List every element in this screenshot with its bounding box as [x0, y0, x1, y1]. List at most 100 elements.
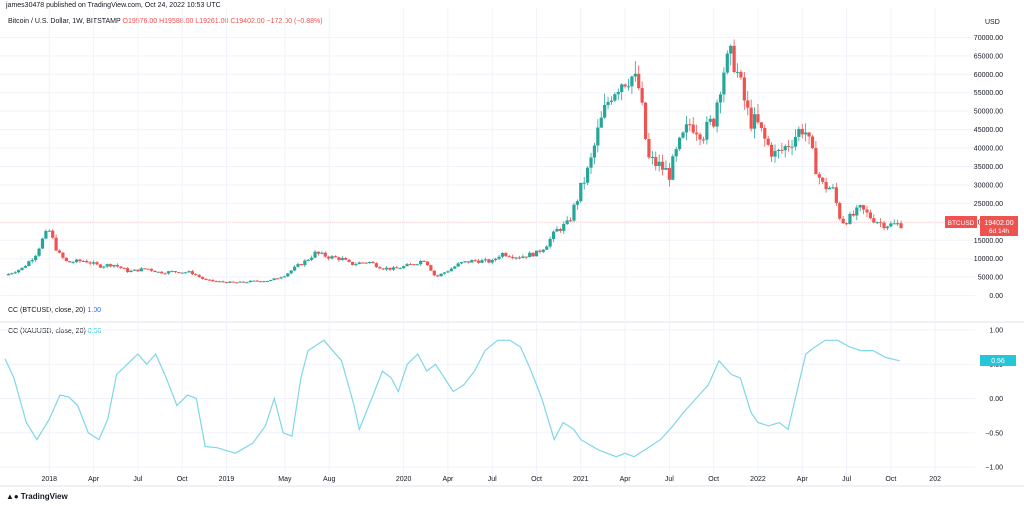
candle[interactable]: [378, 266, 382, 269]
candle[interactable]: [139, 266, 143, 272]
candle[interactable]: [374, 262, 378, 268]
candle[interactable]: [166, 270, 171, 275]
candle[interactable]: [865, 205, 869, 217]
candle[interactable]: [204, 277, 208, 281]
indicator-legend-xau[interactable]: CC (XAUUSD, close, 20) 0.56: [8, 328, 101, 335]
candle[interactable]: [800, 124, 804, 139]
candle[interactable]: [320, 251, 324, 255]
candle[interactable]: [558, 227, 562, 233]
candle[interactable]: [395, 265, 399, 269]
candle[interactable]: [807, 132, 811, 145]
candle[interactable]: [436, 274, 440, 278]
candle[interactable]: [759, 122, 763, 132]
candle[interactable]: [61, 251, 65, 260]
candle[interactable]: [654, 151, 658, 171]
candle[interactable]: [54, 234, 58, 252]
candle[interactable]: [804, 123, 808, 142]
candle[interactable]: [780, 142, 784, 154]
candle[interactable]: [13, 271, 17, 274]
candle[interactable]: [640, 81, 644, 106]
candle[interactable]: [6, 273, 11, 276]
candle[interactable]: [684, 115, 689, 141]
candle[interactable]: [524, 256, 528, 259]
candle[interactable]: [180, 272, 184, 274]
candle[interactable]: [289, 270, 293, 275]
candle[interactable]: [701, 136, 706, 144]
candle[interactable]: [190, 269, 194, 276]
candle[interactable]: [678, 136, 682, 152]
candle[interactable]: [17, 269, 21, 274]
candle[interactable]: [763, 124, 767, 147]
candle[interactable]: [630, 75, 634, 94]
candle[interactable]: [739, 69, 743, 80]
candle[interactable]: [350, 261, 355, 266]
candle[interactable]: [476, 258, 481, 264]
candle[interactable]: [419, 259, 423, 266]
candle[interactable]: [592, 142, 597, 165]
candle[interactable]: [783, 144, 787, 158]
candle[interactable]: [201, 276, 205, 280]
candle[interactable]: [776, 148, 781, 159]
candle[interactable]: [68, 260, 72, 263]
candle[interactable]: [729, 44, 733, 66]
candle[interactable]: [541, 249, 545, 254]
candle[interactable]: [548, 236, 552, 249]
candle[interactable]: [657, 154, 661, 172]
candle[interactable]: [500, 252, 505, 259]
candle[interactable]: [415, 263, 419, 266]
candle[interactable]: [429, 264, 433, 271]
candle[interactable]: [211, 279, 215, 282]
candle[interactable]: [841, 215, 845, 224]
candle[interactable]: [790, 139, 794, 156]
candle[interactable]: [129, 269, 133, 273]
candle[interactable]: [340, 255, 344, 261]
candle[interactable]: [586, 166, 590, 186]
candle[interactable]: [183, 271, 188, 274]
candle[interactable]: [868, 209, 873, 220]
candle[interactable]: [521, 254, 525, 259]
candle[interactable]: [793, 129, 798, 151]
tradingview-watermark[interactable]: ▲● TradingView: [6, 492, 68, 501]
candle[interactable]: [844, 222, 849, 226]
candle[interactable]: [405, 263, 409, 267]
candle[interactable]: [316, 251, 321, 256]
candle[interactable]: [398, 267, 402, 270]
candle[interactable]: [708, 115, 712, 125]
candle[interactable]: [160, 271, 164, 274]
candle[interactable]: [817, 172, 821, 185]
candle[interactable]: [115, 263, 120, 268]
candle[interactable]: [446, 270, 450, 274]
candle[interactable]: [422, 260, 426, 262]
candle[interactable]: [71, 260, 75, 264]
candle[interactable]: [299, 263, 304, 266]
candle[interactable]: [187, 270, 191, 273]
candle[interactable]: [480, 258, 484, 264]
candle[interactable]: [746, 91, 750, 116]
candle[interactable]: [660, 154, 665, 176]
candle[interactable]: [197, 273, 201, 278]
candle[interactable]: [749, 99, 753, 132]
candle[interactable]: [691, 116, 695, 135]
candle[interactable]: [81, 260, 85, 262]
candle[interactable]: [146, 268, 150, 270]
candle[interactable]: [545, 245, 549, 250]
candle[interactable]: [85, 259, 89, 263]
candle[interactable]: [323, 251, 327, 258]
candle[interactable]: [306, 259, 310, 262]
candle[interactable]: [827, 185, 832, 190]
candle[interactable]: [34, 254, 38, 263]
candle[interactable]: [797, 126, 801, 142]
candle[interactable]: [473, 259, 477, 262]
candle[interactable]: [582, 177, 586, 190]
candle[interactable]: [722, 67, 726, 103]
candle[interactable]: [609, 96, 614, 105]
candle[interactable]: [74, 258, 79, 264]
candle[interactable]: [885, 225, 890, 231]
candle[interactable]: [384, 266, 389, 271]
candle[interactable]: [453, 265, 457, 270]
price-badge[interactable]: BTCUSD 19402.00 6d 14h: [945, 216, 1018, 236]
candle[interactable]: [647, 132, 651, 159]
candle[interactable]: [51, 229, 55, 239]
candle[interactable]: [78, 258, 82, 263]
candle[interactable]: [650, 151, 654, 165]
